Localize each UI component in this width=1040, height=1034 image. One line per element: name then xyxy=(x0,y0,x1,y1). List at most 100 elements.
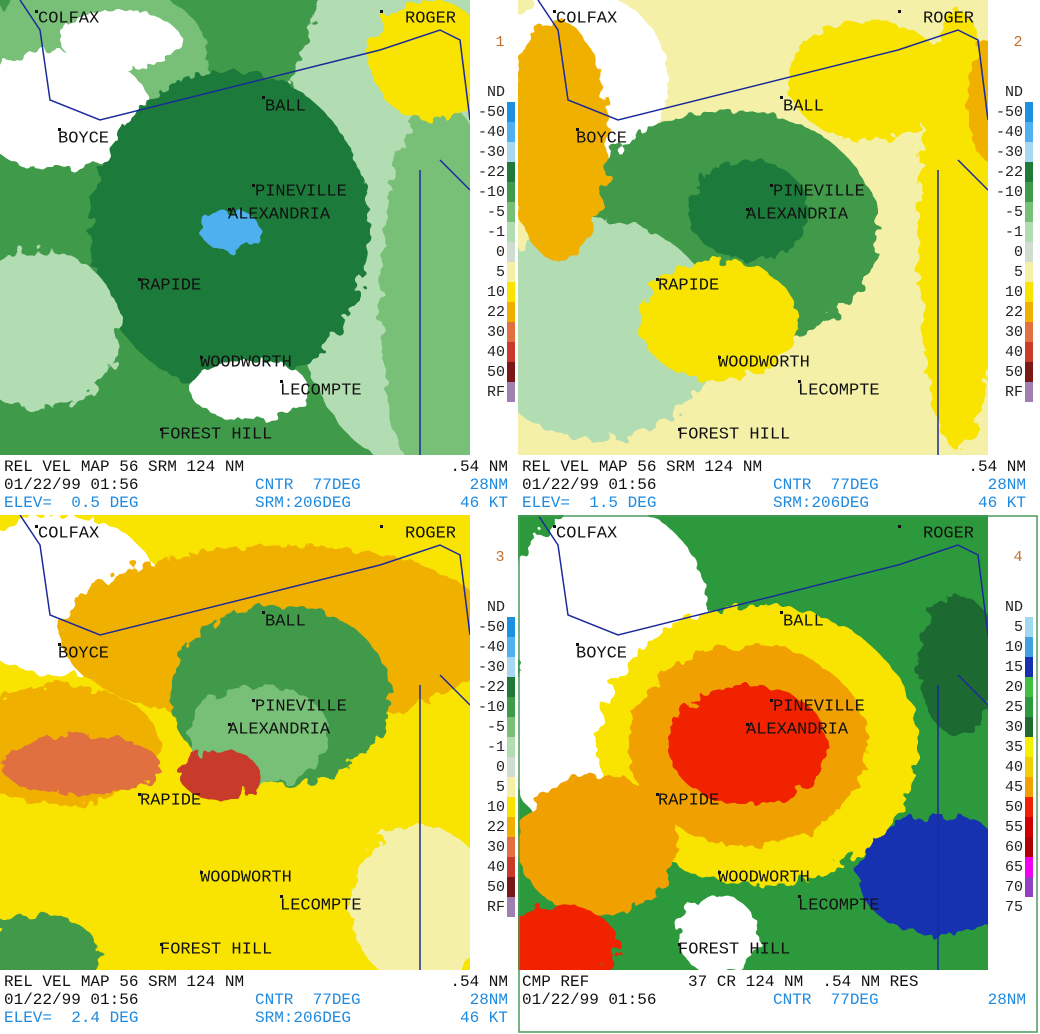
place-dot xyxy=(656,278,659,281)
legend-swatch xyxy=(1025,717,1033,737)
legend-swatch xyxy=(507,717,515,737)
legend-swatch xyxy=(507,222,515,242)
legend-label: 50 xyxy=(487,364,505,381)
legend-swatch xyxy=(507,837,515,857)
legend-swatch xyxy=(1025,677,1033,697)
footer-text: .54 NM xyxy=(450,458,508,476)
footer-text: ELEV= 2.4 DEG xyxy=(4,1009,138,1027)
legend-swatch xyxy=(1025,837,1033,857)
legend-label: 30 xyxy=(487,324,505,341)
place-label: FOREST HILL xyxy=(160,940,272,959)
place-label: BALL xyxy=(783,97,824,116)
place-label: ALEXANDRIA xyxy=(746,205,849,224)
radar-echoes xyxy=(0,0,470,455)
place-dot xyxy=(380,10,383,13)
legend-swatch xyxy=(1025,777,1033,797)
parish-boundary xyxy=(957,159,988,191)
footer-text: .54 NM xyxy=(968,458,1026,476)
place-dot xyxy=(262,611,265,614)
legend-swatch xyxy=(507,142,515,162)
footer-text: REL VEL MAP 56 SRM 124 NM xyxy=(4,973,244,991)
radar-echo xyxy=(0,250,120,410)
place-dot xyxy=(798,380,801,383)
place-dot xyxy=(138,278,141,281)
radar-echoes xyxy=(518,515,988,970)
legend-label: 22 xyxy=(1005,304,1023,321)
parish-boundary xyxy=(19,515,470,636)
legend-swatch xyxy=(507,122,515,142)
place-label: BOYCE xyxy=(576,129,627,148)
footer-text: 01/22/99 01:56 xyxy=(522,991,656,1009)
radar-echoes xyxy=(0,515,470,970)
legend-swatch xyxy=(1025,897,1033,917)
place-label: PINEVILLE xyxy=(773,697,865,716)
footer-text: 01/22/99 01:56 xyxy=(4,476,138,494)
legend-swatch xyxy=(1025,797,1033,817)
place-dot xyxy=(280,380,283,383)
place-dot xyxy=(780,611,783,614)
legend-swatch xyxy=(1025,382,1033,402)
footer-text: 28NM xyxy=(988,476,1026,494)
legend-label: 50 xyxy=(1005,799,1023,816)
legend-label: 10 xyxy=(487,799,505,816)
legend-label: 55 xyxy=(1005,819,1023,836)
footer-text: CMP REF xyxy=(522,973,589,991)
place-dot xyxy=(576,128,579,131)
legend-label: 30 xyxy=(1005,324,1023,341)
place-label: ROGER xyxy=(405,9,456,28)
legend-swatch xyxy=(507,182,515,202)
legend-swatch xyxy=(507,382,515,402)
place-label: COLFAX xyxy=(556,524,617,543)
parish-boundary xyxy=(439,159,470,191)
legend-label: 20 xyxy=(1005,679,1023,696)
legend-swatch xyxy=(507,162,515,182)
footer-text: 28NM xyxy=(988,991,1026,1009)
legend-label: 5 xyxy=(496,779,505,796)
legend-swatch xyxy=(1025,697,1033,717)
place-label: BOYCE xyxy=(58,129,109,148)
radar-echo xyxy=(60,10,180,70)
footer-text: CNTR 77DEG xyxy=(773,991,879,1009)
legend-swatch xyxy=(507,777,515,797)
place-dot xyxy=(898,525,901,528)
legend-label: -5 xyxy=(1005,204,1023,221)
legend-label: -30 xyxy=(478,659,505,676)
place-label: BOYCE xyxy=(576,644,627,663)
place-dot xyxy=(780,96,783,99)
place-label: FOREST HILL xyxy=(160,425,272,444)
footer-text: 28NM xyxy=(470,476,508,494)
legend-label: ND xyxy=(487,84,505,101)
footer-text: 01/22/99 01:56 xyxy=(522,476,656,494)
place-label: PINEVILLE xyxy=(773,182,865,201)
legend-swatch xyxy=(1025,122,1033,142)
legend-swatch xyxy=(507,677,515,697)
legend-label: 5 xyxy=(1014,619,1023,636)
legend-label: 35 xyxy=(1005,739,1023,756)
legend-swatch xyxy=(507,757,515,777)
legend-label: 5 xyxy=(496,264,505,281)
legend-label: 10 xyxy=(1005,639,1023,656)
place-dot xyxy=(58,128,61,131)
legend-label: 30 xyxy=(487,839,505,856)
legend-label: 70 xyxy=(1005,879,1023,896)
footer-text: 46 KT xyxy=(460,494,508,512)
legend-label: 65 xyxy=(1005,859,1023,876)
radar-map: COLFAX ROGER BALL BOYCE PINEVILLE ALEXANDRIA R… xyxy=(0,515,470,970)
place-label: BALL xyxy=(265,612,306,631)
radar-echo xyxy=(858,815,988,935)
legend-swatch xyxy=(1025,322,1033,342)
place-dot xyxy=(252,699,255,702)
parish-boundary xyxy=(537,515,988,636)
place-dot xyxy=(228,723,231,726)
legend-label: -40 xyxy=(478,124,505,141)
legend-label: RF xyxy=(487,384,505,401)
legend-swatch xyxy=(507,262,515,282)
legend-label: 50 xyxy=(1005,364,1023,381)
place-label: RAPIDE xyxy=(140,276,201,295)
legend-label: 0 xyxy=(1014,244,1023,261)
legend-label: ND xyxy=(1005,84,1023,101)
place-label: ALEXANDRIA xyxy=(746,720,849,739)
legend-label: -22 xyxy=(478,164,505,181)
legend-swatch xyxy=(1025,282,1033,302)
legend-swatch xyxy=(1025,302,1033,322)
